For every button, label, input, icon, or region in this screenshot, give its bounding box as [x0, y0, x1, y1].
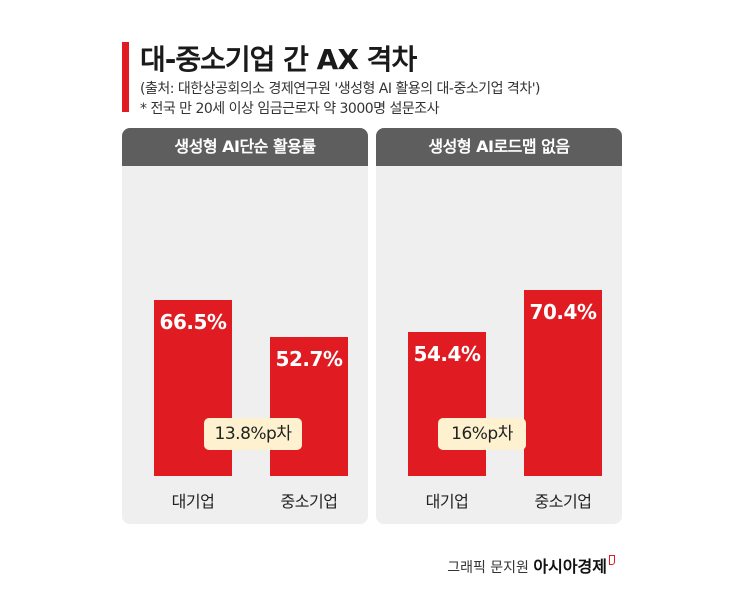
- gap-badge: 13.8%p차: [204, 418, 302, 450]
- gap-badge: 16%p차: [438, 418, 526, 450]
- chart-panel-usage: 생성형 AI단순 활용률 66.5% 대기업 52.7% 중소기업 13.8%p차: [122, 128, 368, 524]
- bar-value-label: 70.4%: [529, 300, 597, 324]
- category-label: 중소기업: [280, 492, 338, 511]
- brand-mark-icon: [609, 555, 615, 565]
- title-accent-bar: [122, 42, 129, 112]
- bar-sme: [270, 337, 348, 476]
- bar-large-firm: [408, 332, 486, 476]
- brand-logo: 아시아경제: [533, 557, 607, 576]
- category-label: 대기업: [171, 492, 215, 511]
- category-label: 대기업: [425, 492, 469, 511]
- page-title: 대-중소기업 간 AX 격차: [140, 43, 417, 76]
- bar-value-label: 66.5%: [159, 310, 227, 334]
- graphic-credit: 그래픽 문지원: [447, 560, 529, 576]
- bar-value-label: 54.4%: [413, 342, 481, 366]
- category-label: 중소기업: [534, 492, 592, 511]
- survey-note: * 전국 만 20세 이상 임금근로자 약 3000명 설문조사: [140, 101, 440, 117]
- credit-line: 그래픽 문지원 아시아경제: [447, 553, 615, 577]
- bar-value-label: 52.7%: [275, 347, 343, 371]
- bar-sme: [524, 290, 602, 476]
- source-note: (출처: 대한상공회의소 경제연구원 '생성형 AI 활용의 대-중소기업 격차…: [140, 81, 541, 97]
- chart-panel-roadmap: 생성형 AI로드맵 없음 54.4% 대기업 70.4% 중소기업 16%p차: [376, 128, 622, 524]
- panel-title: 생성형 AI단순 활용률: [122, 128, 368, 166]
- panel-title: 생성형 AI로드맵 없음: [376, 128, 622, 166]
